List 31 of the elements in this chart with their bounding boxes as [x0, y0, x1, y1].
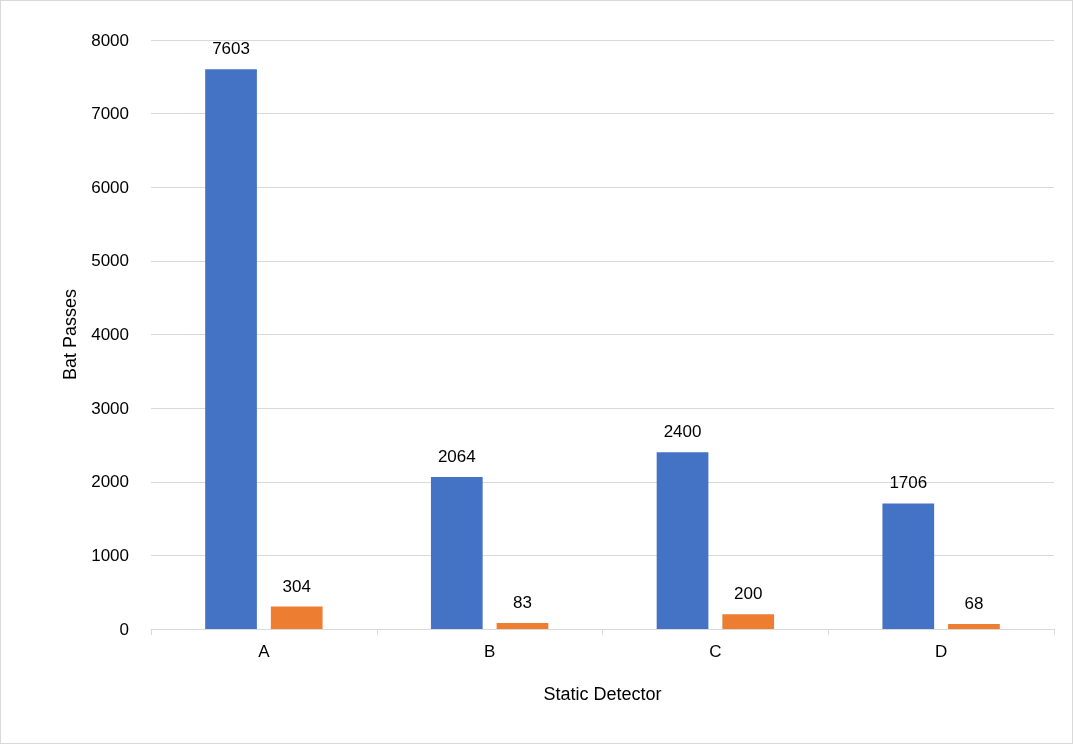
y-axis-title: Bat Passes	[60, 288, 80, 381]
x-tick-label: C	[709, 642, 722, 661]
bar	[722, 614, 775, 629]
x-tick-label: D	[934, 642, 948, 661]
data-label: 200	[734, 584, 763, 604]
data-label: 304	[282, 576, 311, 596]
bar	[205, 69, 257, 629]
data-label: 1706	[889, 473, 928, 493]
y-tick-label: 7000	[91, 104, 129, 124]
data-label: 68	[964, 593, 984, 613]
x-tick-label: A	[258, 642, 271, 661]
y-tick-label: 8000	[91, 30, 129, 50]
x-tick-label: B	[483, 642, 496, 661]
bar	[270, 606, 323, 629]
y-tick-label: 6000	[91, 177, 129, 197]
data-label: 83	[513, 592, 532, 612]
x-axis-title: Static Detector	[543, 684, 662, 704]
bar	[656, 452, 709, 629]
bar	[882, 503, 935, 629]
data-label: 2400	[663, 422, 702, 442]
data-label: 7603	[212, 39, 250, 59]
bar	[430, 477, 483, 629]
y-tick-label: 4000	[91, 325, 129, 344]
y-tick-label: 1000	[91, 545, 129, 565]
y-tick-label: 2000	[91, 472, 129, 492]
y-tick-label: 0	[119, 619, 129, 639]
y-tick-label: 5000	[91, 251, 129, 271]
y-tick-label: 3000	[91, 398, 129, 418]
bar	[948, 623, 1000, 629]
bar	[496, 622, 549, 629]
data-label: 2064	[437, 447, 476, 467]
